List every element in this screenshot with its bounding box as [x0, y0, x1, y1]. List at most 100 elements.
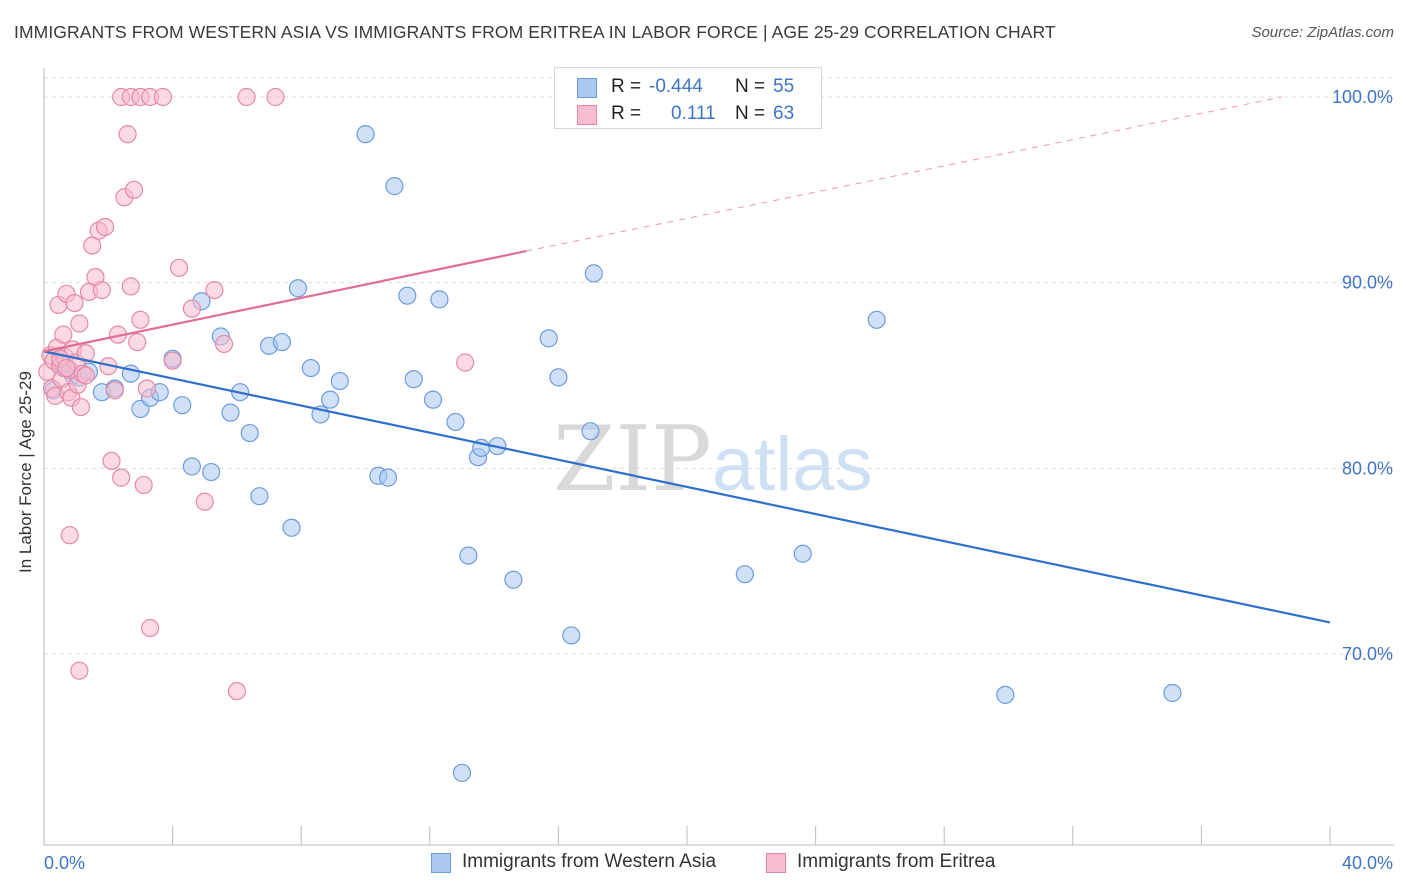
data-point-eritrea [237, 87, 256, 107]
legend-r-value: 0.111 [671, 103, 716, 124]
x-tick-label: 0.0% [44, 853, 85, 873]
y-tick-label: 80.0% [1342, 458, 1393, 478]
data-point-eritrea [456, 353, 475, 372]
tick-labels: 70.0% 80.0% 90.0% 100.0% 0.0% 40.0% [44, 87, 1393, 873]
data-point-eritrea [137, 379, 156, 398]
data-point-western-asia [562, 626, 581, 645]
data-point-western-asia [404, 370, 423, 389]
data-point-western-asia [272, 332, 292, 352]
data-point-eritrea [60, 526, 79, 545]
data-point-western-asia [202, 462, 221, 482]
data-point-western-asia [735, 565, 754, 584]
legend-swatch-blue [577, 78, 597, 98]
legend-r-label: R = [611, 76, 642, 97]
watermark-atlas: atlas [712, 422, 873, 507]
data-point-western-asia [423, 390, 443, 409]
y-tick-label: 90.0% [1342, 273, 1393, 293]
axes [43, 68, 1394, 846]
data-point-western-asia [793, 544, 812, 563]
data-point-western-asia [452, 763, 472, 782]
legend-n-label: N = [735, 103, 766, 124]
data-point-eritrea [105, 381, 124, 400]
bottom-legend-swatch-pink [766, 853, 786, 873]
chart-title: IMMIGRANTS FROM WESTERN ASIA VS IMMIGRAN… [14, 22, 1056, 42]
stats-legend: R = -0.444 N = 55 R = 0.111 N = 63 [554, 67, 822, 129]
data-point-eritrea [54, 325, 73, 344]
watermark-zip: ZIP [553, 407, 712, 512]
data-point-eritrea [163, 351, 182, 370]
source-label: Source: ZipAtlas.com [1251, 24, 1394, 41]
data-point-eritrea [76, 344, 95, 363]
legend-n-value: 55 [773, 76, 795, 97]
data-point-eritrea [131, 310, 150, 329]
data-point-western-asia [459, 546, 478, 565]
data-point-western-asia [301, 358, 320, 378]
data-point-eritrea [153, 87, 173, 107]
data-point-eritrea [214, 334, 234, 354]
data-point-eritrea [169, 258, 189, 277]
data-point-western-asia [321, 390, 340, 409]
data-point-western-asia [282, 518, 301, 537]
legend-swatch-pink [577, 105, 597, 125]
data-point-western-asia [182, 457, 201, 476]
y-axis-label: In Labor Force | Age 25-29 [16, 371, 35, 573]
data-point-eritrea [205, 280, 224, 300]
data-point-eritrea [182, 299, 201, 318]
data-point-western-asia [446, 412, 465, 432]
data-point-western-asia [221, 403, 240, 422]
data-point-eritrea [124, 180, 144, 199]
data-point-eritrea [134, 475, 153, 495]
data-point-eritrea [92, 280, 111, 300]
data-point-eritrea [76, 366, 95, 385]
data-point-western-asia [549, 368, 568, 387]
data-point-eritrea [121, 277, 140, 296]
data-point-eritrea [95, 217, 115, 237]
data-point-eritrea [70, 314, 89, 333]
data-point-eritrea [140, 618, 160, 638]
y-tick-label: 70.0% [1342, 644, 1393, 664]
data-point-western-asia [398, 286, 417, 305]
data-point-western-asia [240, 423, 259, 443]
data-point-western-asia [330, 371, 349, 391]
data-point-western-asia [1163, 683, 1182, 703]
legend-r-label: R = [611, 103, 642, 124]
data-point-western-asia [996, 685, 1015, 704]
data-point-western-asia [430, 290, 449, 309]
legend-r-value: -0.444 [649, 76, 703, 97]
data-points [38, 87, 1182, 782]
trend-line-eritrea [43, 250, 527, 353]
data-point-eritrea [128, 332, 147, 352]
data-point-western-asia [385, 177, 404, 196]
data-point-eritrea [118, 125, 137, 144]
data-point-eritrea [65, 293, 84, 313]
y-tick-label: 100.0% [1332, 87, 1393, 107]
bottom-legend-label: Immigrants from Eritrea [797, 851, 996, 872]
data-point-western-asia [250, 487, 269, 506]
data-point-western-asia [378, 468, 398, 487]
data-point-western-asia [356, 125, 375, 144]
data-point-eritrea [102, 451, 121, 471]
bottom-legend-swatch-blue [431, 853, 451, 873]
data-point-eritrea [70, 661, 89, 680]
data-point-western-asia [584, 264, 603, 283]
data-point-western-asia [581, 422, 600, 441]
legend-n-label: N = [735, 76, 766, 97]
data-point-eritrea [266, 87, 285, 107]
data-point-eritrea [57, 358, 76, 378]
trend-line-western-asia [43, 350, 1331, 624]
data-point-western-asia [173, 396, 192, 415]
data-point-western-asia [539, 329, 558, 348]
x-tick-label: 40.0% [1342, 853, 1393, 873]
trend-lines [43, 96, 1331, 624]
data-point-eritrea [71, 397, 91, 417]
data-point-western-asia [867, 310, 886, 329]
gridlines [44, 77, 1394, 655]
trend-line-eritrea-extension [526, 96, 1282, 252]
data-point-eritrea [112, 468, 131, 487]
data-point-eritrea [227, 682, 246, 701]
data-point-eritrea [195, 492, 214, 511]
bottom-legend-label: Immigrants from Western Asia [462, 851, 717, 872]
data-point-western-asia [288, 279, 308, 298]
legend-n-value: 63 [773, 103, 795, 124]
